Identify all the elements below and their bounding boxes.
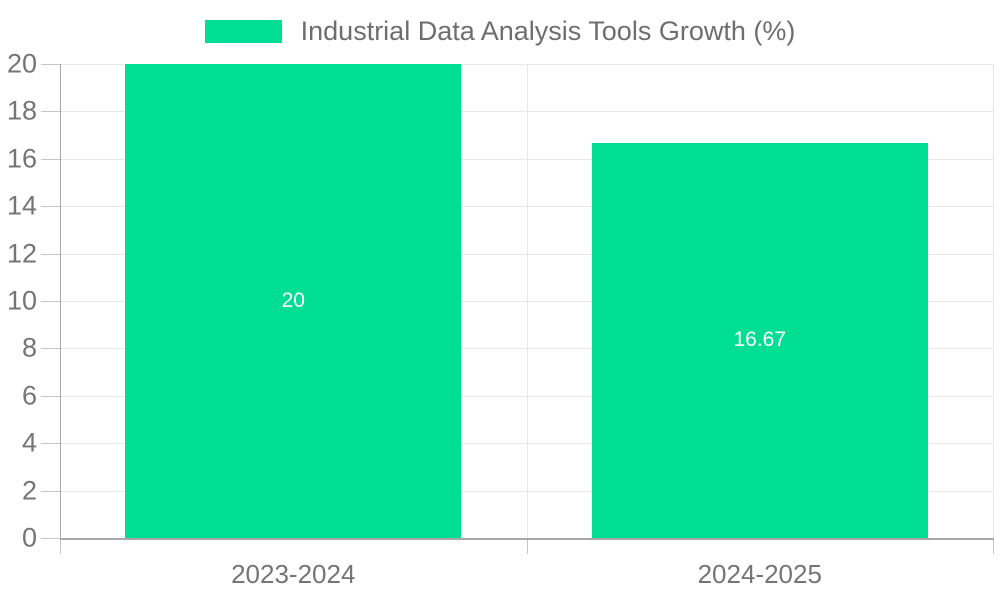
x-axis-line <box>60 538 994 540</box>
y-tick-label: 4 <box>21 427 37 458</box>
y-tick-label: 10 <box>6 285 37 316</box>
y-tick-label: 6 <box>21 380 37 411</box>
category-separator <box>993 64 994 538</box>
y-tick-mark <box>41 348 60 350</box>
y-tick-mark <box>41 158 60 160</box>
y-tick-mark <box>41 395 60 397</box>
y-tick-mark <box>41 253 60 255</box>
x-axis-label: 2024-2025 <box>697 559 822 589</box>
y-tick-mark <box>41 443 60 445</box>
category-separator <box>526 64 528 538</box>
y-tick-mark <box>41 64 60 65</box>
y-axis-line <box>60 64 61 538</box>
y-tick-label: 14 <box>6 190 37 221</box>
y-tick-label: 0 <box>21 522 37 553</box>
y-tick-label: 12 <box>6 238 37 269</box>
y-tick-label: 18 <box>6 95 37 126</box>
legend-swatch <box>204 20 282 43</box>
bar-value-label: 16.67 <box>733 328 787 352</box>
bar-2024-2025[interactable] <box>591 142 928 538</box>
y-tick-mark <box>41 206 60 208</box>
legend-label: Industrial Data Analysis Tools Growth (%… <box>300 16 796 46</box>
y-tick-mark <box>41 538 60 539</box>
bar-value-label: 20 <box>281 289 305 312</box>
y-tick-label: 8 <box>21 332 37 363</box>
x-tick-mark <box>526 538 528 554</box>
bar-2023-2024[interactable] <box>125 64 462 538</box>
x-axis-label: 2023-2024 <box>231 559 356 589</box>
y-tick-label: 16 <box>6 143 37 174</box>
y-tick-label: 20 <box>6 48 37 79</box>
y-tick-mark <box>41 490 60 492</box>
x-tick-mark <box>60 538 61 554</box>
y-tick-mark <box>41 301 60 302</box>
y-tick-label: 2 <box>21 475 37 506</box>
x-tick-mark <box>993 538 994 554</box>
legend-item[interactable]: Industrial Data Analysis Tools Growth (%… <box>0 18 1000 45</box>
y-tick-mark <box>41 111 60 113</box>
